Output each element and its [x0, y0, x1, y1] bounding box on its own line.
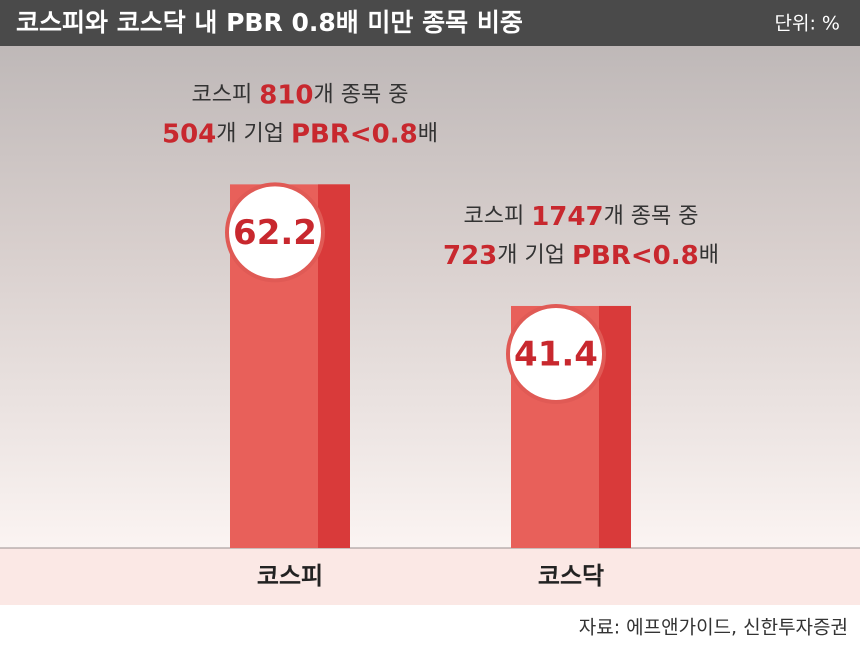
x-tick-label: 코스닥: [538, 562, 604, 590]
annotation-part: 723: [443, 240, 497, 270]
unit-label: 단위: %: [775, 13, 840, 35]
value-label: 41.4: [514, 334, 598, 374]
annotation-part: 코스피: [463, 204, 531, 229]
annotation-part: 개 종목 중: [314, 82, 409, 107]
title-bar: [0, 0, 860, 46]
category-band: [0, 548, 860, 605]
value-badge: [225, 182, 325, 283]
annotation-part: 배: [699, 243, 719, 268]
source: 자료: 에프앤가이드, 신한투자증권: [579, 617, 848, 639]
annotation: 723개 기업 PBR<0.8배: [443, 240, 719, 270]
value-badge: [506, 303, 606, 404]
value-label: 62.2: [233, 213, 317, 253]
chart-title: 코스피와 코스닥 내 PBR 0.8배 미만 종목 비중: [16, 8, 523, 37]
annotation-part: 개 종목 중: [604, 204, 699, 229]
annotation-part: 코스피: [192, 82, 260, 107]
annotation: 504개 기업 PBR<0.8배: [162, 119, 438, 149]
annotation-part: 810: [259, 80, 313, 110]
annotation-part: 504: [162, 119, 216, 149]
background: [0, 0, 860, 548]
annotation-part: PBR<0.8: [572, 240, 699, 270]
annotation: 코스피 1747개 종목 중: [463, 201, 698, 231]
footer: [0, 605, 860, 649]
annotation-part: 개 기업: [497, 243, 572, 268]
annotation-part: 개 기업: [216, 121, 291, 146]
annotation-part: PBR<0.8: [291, 119, 418, 149]
x-tick-label: 코스피: [257, 562, 323, 590]
annotation-part: 배: [418, 121, 438, 146]
annotation-part: 1747: [531, 201, 603, 231]
annotation: 코스피 810개 종목 중: [192, 80, 409, 110]
